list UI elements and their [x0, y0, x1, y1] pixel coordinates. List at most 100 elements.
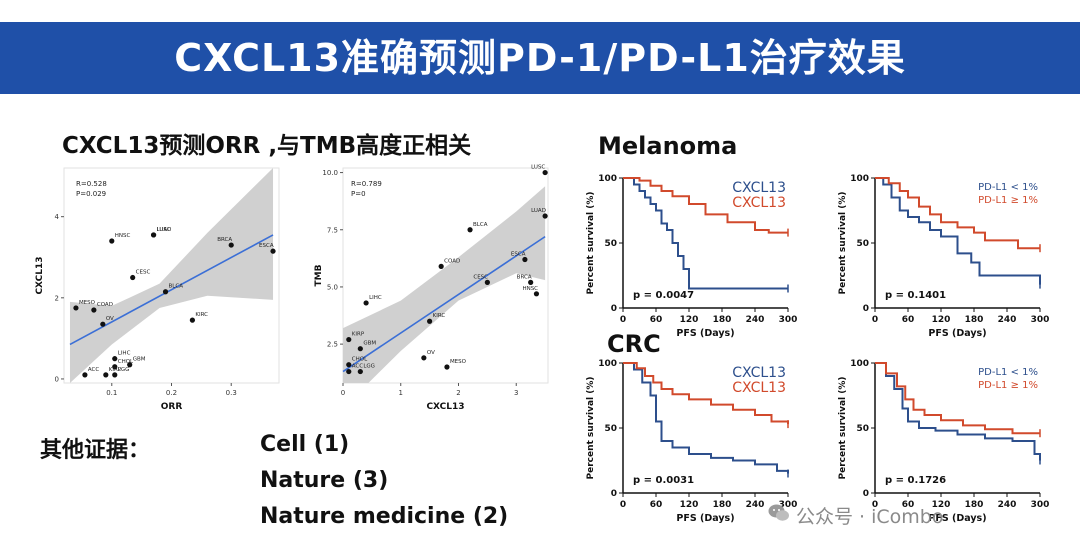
- regression-line: [342, 235, 546, 373]
- p-value: p = 0.1401: [885, 290, 946, 301]
- data-point: [103, 372, 109, 378]
- x-tick-label: 240: [998, 500, 1017, 510]
- y-tick-label: 50: [604, 424, 617, 434]
- point-label: LGG: [363, 364, 375, 370]
- point-label: MESO: [79, 300, 96, 306]
- data-point: [100, 321, 106, 327]
- melanoma-pdl1-km-chart: 0 60 120 180 240 300 0 50 100 PFS (Days) Percent s…: [838, 174, 1049, 339]
- x-tick-label: 0: [620, 315, 626, 325]
- y-axis-label: CXCL13: [35, 256, 45, 294]
- y-tick-label: 50: [604, 239, 617, 249]
- point-label: BLCA: [473, 222, 488, 228]
- data-point: [150, 232, 157, 238]
- point-label: ESCA: [259, 243, 274, 249]
- other-evidence-label: 其他证据：: [40, 438, 151, 463]
- x-tick-label: 0.2: [166, 389, 177, 397]
- data-point: [228, 242, 234, 248]
- evidence-item-nature-medicine: Nature medicine (2): [260, 504, 509, 529]
- y-tick-label: 50: [856, 424, 869, 434]
- tmb-scatter-chart: 0 1 2 3 2.5 5.0 7.5 10.0 CXCL13 TMB R=0.789 P=0 LUSC…: [314, 165, 549, 412]
- x-tick-label: 0: [872, 500, 878, 510]
- stat-annotation: P=0.029: [76, 190, 106, 198]
- point-label: KIRC: [433, 313, 446, 319]
- data-point: [542, 213, 548, 219]
- y-axis-label: Percent survival (%): [586, 192, 596, 295]
- data-point: [346, 362, 352, 368]
- data-point: [357, 346, 363, 352]
- y-tick-label: 10.0: [322, 169, 338, 177]
- x-tick-label: 180: [713, 315, 732, 325]
- x-tick-label: 0: [341, 389, 345, 397]
- point-label: CHOL: [352, 357, 368, 363]
- point-label: HNSC: [522, 286, 538, 292]
- data-point: [421, 355, 427, 361]
- x-axis-label: PFS (Days): [928, 513, 986, 524]
- data-point: [444, 364, 450, 370]
- legend-entry: PD-L1 < 1%: [978, 367, 1038, 378]
- x-tick-label: 240: [746, 500, 765, 510]
- y-tick-label: 7.5: [327, 226, 338, 234]
- y-tick-label: 2: [55, 294, 59, 302]
- point-label: BRCA: [217, 237, 232, 243]
- stat-annotation: R=0.528: [76, 180, 107, 188]
- data-point: [484, 279, 490, 285]
- y-axis-label: Percent survival (%): [838, 192, 848, 295]
- survival-curve: [875, 362, 1041, 461]
- x-tick-label: 60: [902, 500, 915, 510]
- crc-label: CRC: [607, 330, 661, 358]
- x-tick-label: 2: [456, 389, 460, 397]
- point-label: KIRP: [352, 332, 365, 338]
- wechat-icon: [768, 504, 789, 521]
- point-label: COAD: [97, 302, 113, 308]
- data-point: [73, 305, 79, 311]
- legend-entry: PD-L1 ≥ 1%: [978, 380, 1038, 391]
- point-label: KIRP: [109, 367, 122, 373]
- x-axis-label: PFS (Days): [676, 328, 734, 339]
- x-tick-label: 0: [620, 500, 626, 510]
- point-label: ACC: [352, 364, 364, 370]
- x-tick-label: 0.3: [226, 389, 237, 397]
- point-label: GBM: [363, 341, 376, 347]
- melanoma-label: Melanoma: [598, 132, 738, 160]
- x-tick-label: 120: [680, 315, 699, 325]
- data-point: [130, 274, 136, 281]
- x-axis-label: PFS (Days): [928, 328, 986, 339]
- p-value: p = 0.1726: [885, 475, 946, 486]
- data-point: [533, 291, 540, 297]
- data-point: [427, 318, 433, 324]
- title-banner: [0, 22, 1080, 94]
- data-point: [357, 368, 363, 375]
- point-label: BRCA: [517, 274, 532, 280]
- legend-entry: PD-L1 < 1%: [978, 182, 1038, 193]
- x-tick-label: 1: [399, 389, 403, 397]
- confidence-band: [69, 168, 274, 383]
- data-point: [112, 356, 118, 362]
- y-tick-label: 50: [856, 239, 869, 249]
- y-tick-label: 100: [598, 174, 617, 184]
- x-tick-label: 60: [650, 315, 663, 325]
- x-tick-label: 0: [872, 315, 878, 325]
- point-label: ACC: [88, 367, 100, 373]
- x-tick-label: 300: [1031, 500, 1050, 510]
- scatter-section-title: CXCL13预测ORR ,与TMB高度正相关: [62, 133, 472, 159]
- y-axis-label: Percent survival (%): [838, 377, 848, 480]
- data-point: [109, 238, 115, 244]
- data-point: [438, 263, 444, 269]
- stat-annotation: R=0.789: [351, 180, 382, 188]
- y-tick-label: 0: [55, 375, 59, 383]
- data-point: [127, 362, 133, 368]
- point-label: CHOL: [118, 359, 134, 365]
- x-tick-label: 60: [902, 315, 915, 325]
- p-value: p = 0.0047: [633, 290, 694, 301]
- survival-curve: [875, 177, 1040, 250]
- data-point: [346, 368, 352, 375]
- y-tick-label: 100: [850, 359, 869, 369]
- y-tick-label: 2.5: [327, 341, 338, 349]
- point-label: OV: [427, 350, 435, 356]
- watermark: 公众号 · iCombo: [796, 506, 944, 528]
- y-tick-label: 4: [55, 213, 60, 221]
- legend-entry: CXCL13: [732, 180, 786, 196]
- page-title: CXCL13准确预测PD-1/PD-L1治疗效果: [174, 36, 906, 80]
- y-tick-label: 0: [611, 304, 617, 314]
- x-tick-label: 3: [514, 389, 518, 397]
